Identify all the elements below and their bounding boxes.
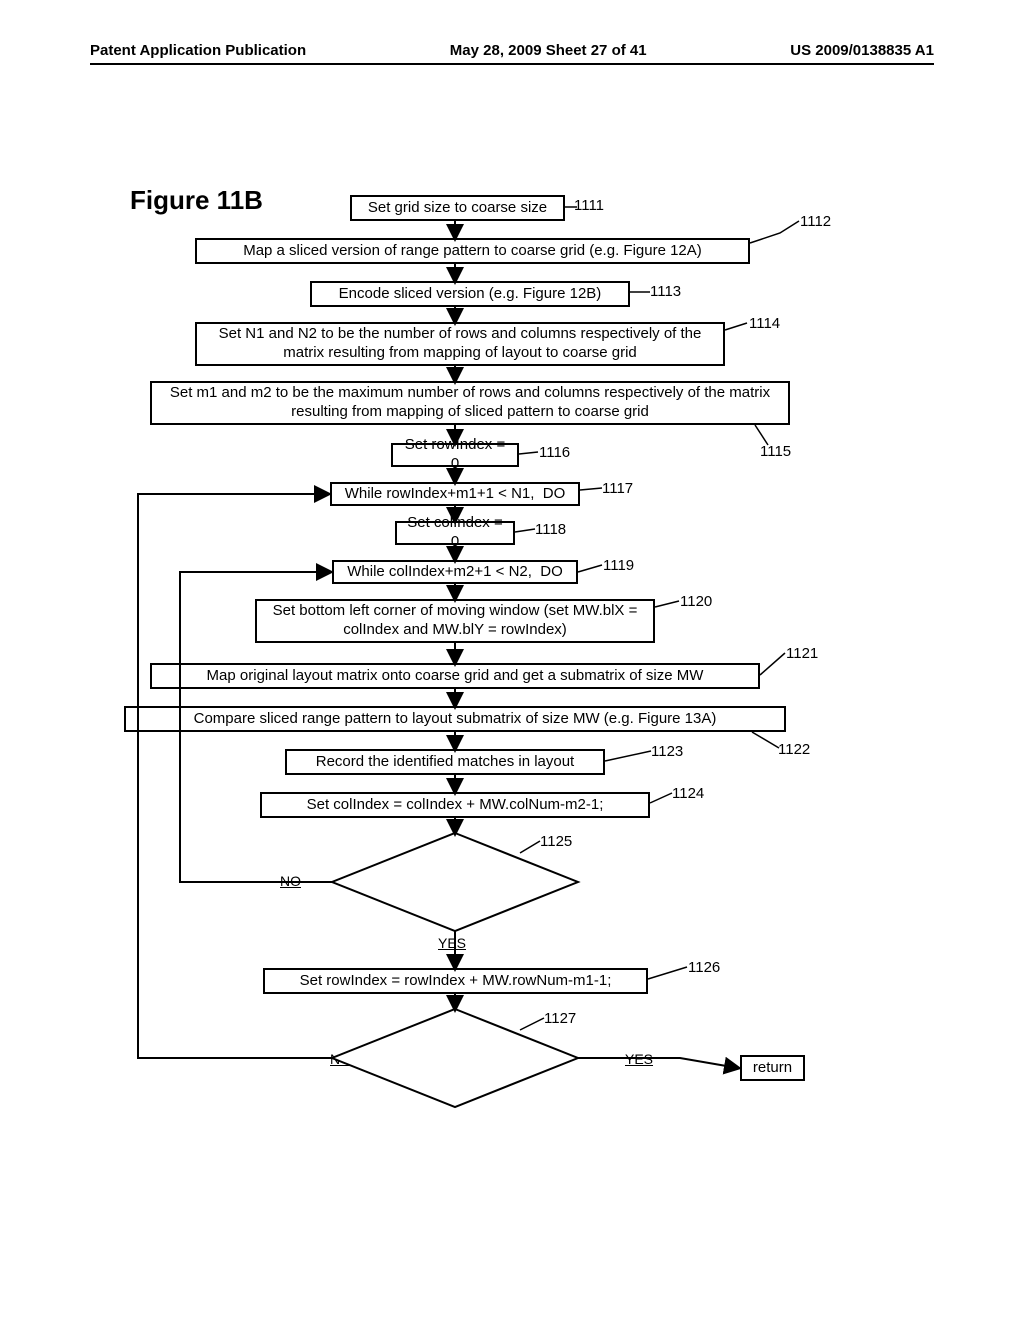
figure-title: Figure 11B	[130, 185, 263, 216]
edge-1127-no: NO	[330, 1051, 351, 1067]
edge-1125-yes: YES	[438, 935, 466, 951]
diamond-1127-text: Done with looping on rowIndex?	[395, 1030, 515, 1062]
node-1122: Compare sliced range pattern to layout s…	[124, 706, 786, 732]
node-1111: Set grid size to coarse size	[350, 195, 565, 221]
node-1117: While rowIndex+m1+1 < N1, DO	[330, 482, 580, 506]
ref-1127: 1127	[544, 1010, 576, 1027]
node-1124: Set colIndex = colIndex + MW.colNum-m2-1…	[260, 792, 650, 818]
ref-1115: 1115	[760, 443, 791, 460]
ref-1116: 1116	[539, 444, 570, 461]
ref-1124: 1124	[672, 785, 704, 802]
node-1119: While colIndex+m2+1 < N2, DO	[332, 560, 578, 584]
header-left: Patent Application Publication	[90, 42, 306, 59]
ref-1126: 1126	[688, 959, 720, 976]
node-1116: Set rowIndex = 0	[391, 443, 519, 467]
ref-1118: 1118	[535, 521, 566, 538]
ref-1121: 1121	[786, 645, 818, 662]
ref-1122: 1122	[778, 741, 810, 758]
ref-1114: 1114	[749, 315, 780, 332]
node-1115: Set m1 and m2 to be the maximum number o…	[150, 381, 790, 425]
ref-1113: 1113	[650, 283, 681, 300]
node-1121: Map original layout matrix onto coarse g…	[150, 663, 760, 689]
node-1120: Set bottom left corner of moving window …	[255, 599, 655, 643]
ref-1120: 1120	[680, 593, 712, 610]
node-1123: Record the identified matches in layout	[285, 749, 605, 775]
node-1126: Set rowIndex = rowIndex + MW.rowNum-m1-1…	[263, 968, 648, 994]
edge-1127-yes: YES	[625, 1051, 653, 1067]
ref-1111: 1111	[574, 197, 604, 214]
node-return: return	[740, 1055, 805, 1081]
node-1113: Encode sliced version (e.g. Figure 12B)	[310, 281, 630, 307]
header-right: US 2009/0138835 A1	[790, 42, 934, 59]
node-1112: Map a sliced version of range pattern to…	[195, 238, 750, 264]
edge-1125-no: NO	[280, 873, 301, 889]
node-1118: Set colIndex = 0	[395, 521, 515, 545]
ref-1112: 1112	[800, 213, 831, 230]
diamond-1125-text: Done with looping on colIndex?	[395, 855, 515, 887]
node-1114: Set N1 and N2 to be the number of rows a…	[195, 322, 725, 366]
ref-1125: 1125	[540, 833, 572, 850]
ref-1119: 1119	[603, 557, 634, 574]
page-header: Patent Application Publication May 28, 2…	[90, 42, 934, 65]
header-center: May 28, 2009 Sheet 27 of 41	[450, 42, 647, 59]
ref-1117: 1117	[602, 480, 633, 497]
flowchart-figure: Figure 11B Set grid size to coarse size …	[120, 185, 880, 1195]
ref-1123: 1123	[651, 743, 683, 760]
